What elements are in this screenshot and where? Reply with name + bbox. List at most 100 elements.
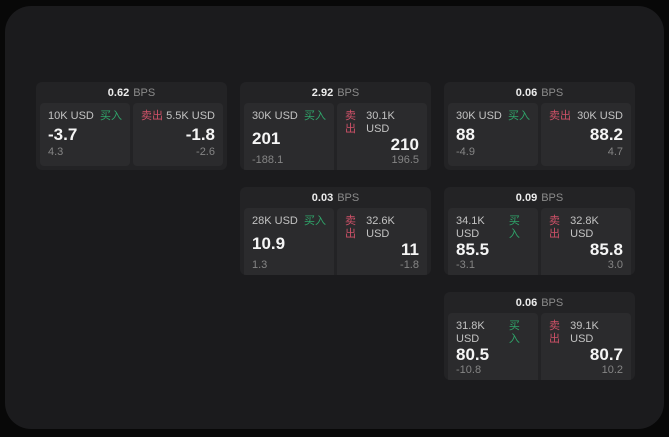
spread-unit: BPS: [541, 296, 564, 309]
sell-price: -1.8: [185, 124, 215, 144]
sell-price: 11: [401, 240, 419, 259]
sell-size-label: 32.8K USD: [570, 215, 599, 240]
main-panel: 0.62 BPS 10K USD 买入 -3.7 4.3 卖出: [5, 6, 664, 429]
buy-price: 201: [252, 128, 281, 148]
buy-tile[interactable]: 30K USD 买入 88 -4.9: [448, 103, 538, 166]
buy-size-label: 28K USD: [252, 215, 298, 227]
buy-tile-top: 28K USD 买入: [252, 215, 326, 228]
sell-side-label: 卖出: [345, 215, 356, 240]
quote-body: 31.8K USD 买入 80.5 -10.8 卖出 39.1K USD 80.…: [444, 313, 635, 380]
buy-side-label: 买入: [304, 215, 326, 227]
buy-side-label: 买入: [100, 110, 122, 122]
sell-tile[interactable]: 卖出 30.1K USD 210 196.5: [337, 103, 427, 170]
buy-size-label: 10K USD: [48, 110, 94, 122]
quote-body: 34.1K USD 买入 85.5 -3.1 卖出 32.8K USD 85.8…: [444, 208, 635, 275]
buy-delta: 1.3: [252, 259, 268, 271]
buy-delta: 4.3: [48, 146, 64, 158]
buy-side-label: 买入: [508, 110, 530, 122]
spread-unit: BPS: [337, 86, 360, 99]
quote-card: 0.06 BPS 31.8K USD 买入 80.5 -10.8 卖: [444, 292, 635, 380]
buy-price: 10.9: [252, 233, 286, 253]
quote-card: 2.92 BPS 30K USD 买入 201 -188.1 卖出: [240, 82, 431, 170]
sell-tile-top: 卖出 32.6K USD: [345, 215, 419, 241]
quote-body: 10K USD 买入 -3.7 4.3 卖出 5.5K USD -1.8 -2.…: [36, 103, 227, 170]
buy-tile-top: 30K USD 买入: [252, 110, 326, 123]
sell-tile-top: 卖出 5.5K USD: [141, 110, 215, 123]
sell-price: 88.2: [589, 124, 623, 144]
buy-price: -3.7: [48, 124, 78, 144]
sell-delta: -2.6: [196, 146, 215, 158]
buy-delta: -4.9: [456, 146, 475, 158]
spread-header: 0.06 BPS: [444, 292, 635, 313]
buy-delta: -188.1: [252, 154, 284, 166]
quote-card: 0.09 BPS 34.1K USD 买入 85.5 -3.1 卖出: [444, 187, 635, 275]
buy-delta: -10.8: [456, 364, 482, 376]
quote-body: 30K USD 买入 88 -4.9 卖出 30K USD 88.2 4.7: [444, 103, 635, 170]
sell-delta: -1.8: [400, 259, 419, 271]
sell-tile-top: 卖出 30.1K USD: [345, 110, 419, 136]
spread-value: 0.06: [515, 86, 538, 99]
spread-unit: BPS: [541, 86, 564, 99]
buy-tile[interactable]: 28K USD 买入 10.9 1.3: [244, 208, 334, 275]
sell-side-label: 卖出: [345, 110, 356, 135]
buy-price: 88: [456, 124, 475, 144]
sell-size-label: 30K USD: [577, 110, 623, 122]
buy-delta: -3.1: [456, 259, 475, 271]
sell-delta: 4.7: [607, 146, 623, 158]
buy-tile[interactable]: 10K USD 买入 -3.7 4.3: [40, 103, 130, 166]
spread-header: 0.09 BPS: [444, 187, 635, 208]
sell-delta: 10.2: [601, 364, 623, 376]
quote-body: 30K USD 买入 201 -188.1 卖出 30.1K USD 210 1…: [240, 103, 431, 170]
spread-header: 0.03 BPS: [240, 187, 431, 208]
sell-price: 80.7: [589, 345, 623, 364]
sell-tile-top: 卖出 30K USD: [549, 110, 623, 123]
buy-tile[interactable]: 30K USD 买入 201 -188.1: [244, 103, 334, 170]
spread-unit: BPS: [133, 86, 156, 99]
sell-side-label: 卖出: [549, 215, 560, 240]
sell-size-label: 39.1K USD: [570, 320, 599, 345]
sell-size-label: 5.5K USD: [166, 110, 215, 122]
buy-size-label: 34.1K USD: [456, 215, 485, 240]
quote-card: 0.62 BPS 10K USD 买入 -3.7 4.3 卖出: [36, 82, 227, 170]
quote-card: 0.06 BPS 30K USD 买入 88 -4.9 卖出: [444, 82, 635, 170]
sell-tile[interactable]: 卖出 32.8K USD 85.8 3.0: [541, 208, 631, 275]
spread-value: 0.06: [515, 296, 538, 309]
spread-unit: BPS: [337, 191, 360, 204]
sell-size-label: 30.1K USD: [366, 110, 395, 135]
quote-card-grid: 0.62 BPS 10K USD 买入 -3.7 4.3 卖出: [36, 82, 635, 380]
buy-size-label: 30K USD: [456, 110, 502, 122]
spread-value: 2.92: [311, 86, 334, 99]
quote-body: 28K USD 买入 10.9 1.3 卖出 32.6K USD 11 -1.8: [240, 208, 431, 275]
spread-header: 0.62 BPS: [36, 82, 227, 103]
buy-size-label: 31.8K USD: [456, 320, 485, 345]
sell-size-label: 32.6K USD: [366, 215, 395, 240]
buy-side-label: 买入: [508, 320, 520, 345]
sell-tile-top: 卖出 39.1K USD: [549, 320, 623, 346]
spread-value: 0.62: [107, 86, 130, 99]
buy-size-label: 30K USD: [252, 110, 298, 122]
sell-price: 210: [390, 135, 419, 154]
buy-tile[interactable]: 34.1K USD 买入 85.5 -3.1: [448, 208, 538, 275]
spread-value: 0.03: [311, 191, 334, 204]
buy-tile-top: 31.8K USD 买入: [456, 320, 530, 346]
buy-tile[interactable]: 31.8K USD 买入 80.5 -10.8: [448, 313, 538, 380]
buy-price: 80.5: [456, 345, 490, 364]
sell-tile[interactable]: 卖出 39.1K USD 80.7 10.2: [541, 313, 631, 380]
spread-header: 2.92 BPS: [240, 82, 431, 103]
buy-side-label: 买入: [508, 215, 520, 240]
spread-unit: BPS: [541, 191, 564, 204]
spread-value: 0.09: [515, 191, 538, 204]
sell-tile[interactable]: 卖出 32.6K USD 11 -1.8: [337, 208, 427, 275]
sell-delta: 3.0: [607, 259, 623, 271]
sell-tile[interactable]: 卖出 5.5K USD -1.8 -2.6: [133, 103, 223, 166]
sell-delta: 196.5: [391, 154, 419, 166]
buy-tile-top: 10K USD 买入: [48, 110, 122, 123]
sell-tile-top: 卖出 32.8K USD: [549, 215, 623, 241]
quote-card: 0.03 BPS 28K USD 买入 10.9 1.3 卖出: [240, 187, 431, 275]
buy-tile-top: 34.1K USD 买入: [456, 215, 530, 241]
buy-side-label: 买入: [304, 110, 326, 122]
sell-tile[interactable]: 卖出 30K USD 88.2 4.7: [541, 103, 631, 166]
sell-side-label: 卖出: [549, 320, 560, 345]
sell-price: 85.8: [589, 240, 623, 259]
